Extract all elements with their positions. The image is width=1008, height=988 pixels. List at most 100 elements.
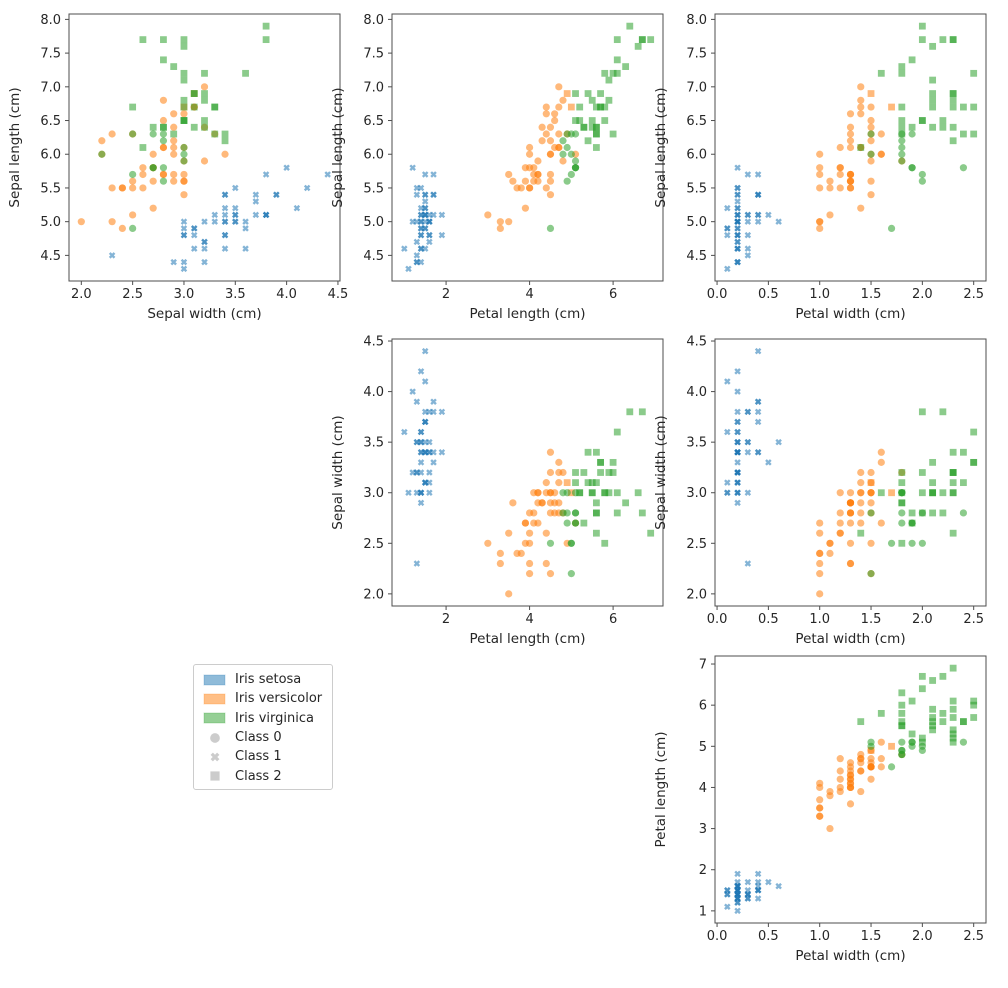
- marker-square: [970, 69, 978, 77]
- marker-circle: [108, 184, 116, 192]
- x-tick-label: 1.5: [861, 612, 882, 627]
- marker-circle: [867, 157, 875, 165]
- marker-square: [201, 117, 208, 124]
- marker-circle: [484, 211, 492, 219]
- marker-square: [949, 489, 957, 497]
- marker-circle: [857, 110, 865, 118]
- marker-square: [584, 479, 592, 487]
- marker-x: [252, 198, 260, 205]
- marker-square: [605, 76, 613, 84]
- marker-x: [734, 459, 741, 466]
- marker-x: [744, 449, 752, 456]
- marker-circle: [559, 157, 567, 165]
- marker-circle: [546, 177, 555, 185]
- legend-color-patch: [203, 674, 226, 686]
- x-tick-label: 4.5: [328, 287, 349, 302]
- marker-x: [417, 499, 425, 507]
- y-axis: 4.5 5.0 5.5 6.0 6.5 7.0 7.5 8.0: [363, 13, 392, 264]
- marker-circle: [98, 150, 106, 158]
- marker-x: [401, 245, 408, 252]
- marker-circle: [180, 170, 188, 179]
- marker-square: [626, 22, 634, 30]
- marker-square: [601, 103, 609, 111]
- marker-circle: [836, 170, 844, 179]
- marker-x: [765, 878, 772, 886]
- marker-square: [898, 479, 906, 487]
- marker-circle: [816, 224, 824, 233]
- marker-x: [413, 560, 421, 567]
- subplot-sepal-length-vs-petal-width: 0.0 0.5 1.0 1.5 2.0 2.5 4.5 5.0 5.5 6.0 6.5 7.0 7.5 8…: [653, 13, 987, 322]
- x-tick-label: 6: [609, 287, 617, 302]
- marker-circle: [129, 177, 137, 185]
- marker-square: [898, 701, 906, 709]
- x-tick-label: 2.0: [912, 612, 933, 627]
- marker-circle: [525, 570, 534, 578]
- marker-x: [426, 238, 433, 246]
- marker-circle: [846, 130, 855, 138]
- marker-square: [221, 137, 229, 145]
- marker-circle: [170, 123, 178, 131]
- scatter-points: [77, 22, 331, 273]
- patch-rect: [203, 712, 226, 724]
- marker-circle: [836, 529, 844, 537]
- marker-circle: [816, 164, 824, 172]
- marker-circle: [846, 184, 855, 192]
- marker-circle: [567, 130, 575, 138]
- marker-circle: [908, 742, 916, 750]
- marker-circle: [563, 177, 571, 185]
- marker-square: [605, 96, 613, 104]
- marker-x: [201, 258, 208, 266]
- marker-x: [724, 225, 731, 232]
- legend-label: Class 0: [235, 730, 282, 746]
- x-axis: 0.0 0.5 1.0 1.5 2.0 2.5: [707, 606, 984, 627]
- marker-x: [180, 225, 188, 232]
- marker-square: [592, 529, 600, 537]
- marker-circle: [139, 164, 147, 172]
- marker-x: [180, 258, 188, 266]
- marker-square: [180, 103, 188, 111]
- marker-x: [754, 171, 762, 178]
- marker-circle: [180, 157, 188, 165]
- marker-circle: [567, 150, 575, 158]
- marker-x: [734, 198, 741, 205]
- marker-square: [949, 730, 957, 738]
- marker-x: [734, 907, 741, 915]
- marker-x: [232, 218, 239, 225]
- marker-circle: [525, 184, 534, 192]
- marker-circle: [571, 157, 580, 165]
- marker-x: [324, 171, 331, 178]
- marker-square: [960, 103, 967, 111]
- axes-spines: [714, 655, 987, 924]
- marker-circle: [159, 170, 168, 179]
- marker-square: [597, 90, 604, 97]
- x-axis: 0.0 0.5 1.0 1.5 2.0 2.5: [707, 281, 984, 302]
- marker-circle: [180, 143, 188, 152]
- marker-circle: [857, 787, 865, 796]
- marker-square: [939, 117, 947, 124]
- marker-square: [613, 56, 621, 64]
- marker-x: [190, 245, 198, 252]
- marker-x: [734, 184, 741, 192]
- y-tick-label: 5.0: [686, 215, 707, 230]
- marker-square: [970, 130, 978, 138]
- y-tick-label: 5.0: [363, 215, 384, 230]
- marker-circle: [484, 539, 492, 547]
- marker-x: [724, 489, 731, 496]
- marker-circle: [867, 130, 875, 138]
- marker-circle: [857, 96, 865, 104]
- marker-x: [744, 408, 752, 416]
- marker-square: [201, 123, 208, 131]
- marker-square: [929, 90, 937, 97]
- marker-circle: [867, 509, 875, 517]
- marker-square: [567, 103, 575, 111]
- x-axis: 0.0 0.5 1.0 1.5 2.0 2.5: [707, 923, 984, 944]
- marker-circle: [846, 559, 855, 568]
- marker-square: [929, 705, 937, 713]
- marker-x: [754, 408, 762, 416]
- marker-circle: [170, 143, 178, 152]
- marker-x: [180, 231, 188, 239]
- marker-square: [210, 771, 220, 781]
- marker-square: [647, 36, 655, 44]
